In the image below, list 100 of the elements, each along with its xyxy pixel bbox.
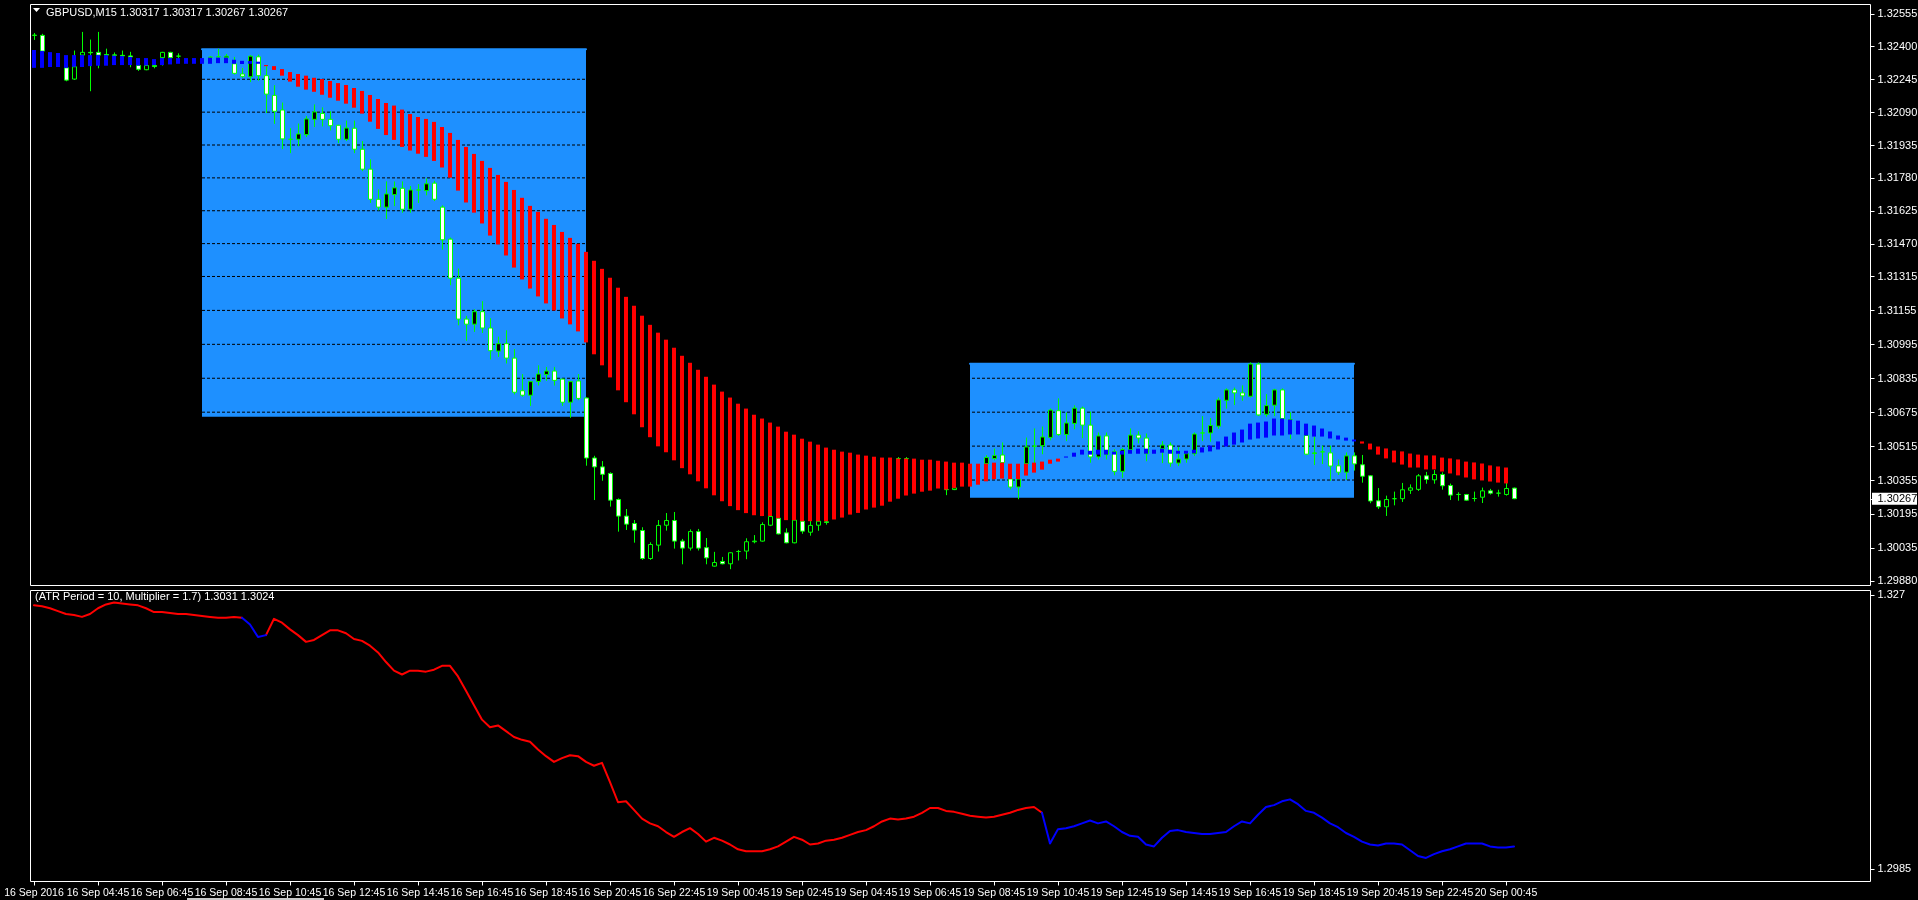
candlestick — [576, 374, 581, 401]
x-tick-label: 19 Sep 16:45 — [1218, 885, 1282, 898]
bar — [1256, 422, 1260, 439]
candlestick — [360, 141, 365, 172]
bar — [1120, 450, 1124, 455]
candlestick — [1112, 449, 1117, 476]
bar — [1176, 450, 1180, 454]
x-tick-label: 16 Sep 14:45 — [386, 885, 450, 898]
candlestick — [704, 538, 709, 565]
candlestick — [1376, 488, 1381, 509]
bar — [736, 403, 740, 511]
bar — [144, 58, 148, 66]
bar — [1496, 466, 1500, 483]
candlestick — [528, 381, 533, 406]
bar — [1464, 461, 1468, 478]
bar — [48, 52, 52, 67]
bar — [1328, 431, 1332, 439]
bar — [512, 189, 516, 268]
bar — [544, 218, 548, 304]
x-tick-label: 16 Sep 2016 — [4, 885, 64, 898]
candlestick — [1384, 495, 1389, 516]
bar — [1280, 418, 1284, 436]
bar — [328, 80, 332, 98]
bar — [600, 268, 604, 366]
candlestick — [560, 378, 565, 406]
bar — [320, 79, 324, 95]
chart-title: (ATR Period = 10, Multiplier = 1.7) 1.3031 1.3024 — [35, 590, 275, 602]
bar — [944, 461, 948, 490]
x-tick-label: 19 Sep 12:45 — [1090, 885, 1154, 898]
bar — [960, 462, 964, 487]
candlestick — [480, 301, 485, 333]
bar — [1184, 450, 1188, 454]
y-tick-label: 1.31155 — [1877, 303, 1917, 316]
x-tick-label: 16 Sep 04:45 — [66, 885, 130, 898]
bar — [680, 355, 684, 469]
y-tick-label: 1.327 — [1877, 588, 1906, 601]
candlestick — [520, 374, 525, 397]
candlestick — [352, 120, 357, 154]
x-tick-label: 20 Sep 00:45 — [1474, 885, 1538, 898]
bar — [1048, 459, 1052, 464]
bar — [1384, 448, 1388, 459]
bar — [392, 105, 396, 140]
y-tick-label: 1.32245 — [1877, 72, 1918, 85]
x-tick-label: 19 Sep 22:45 — [1410, 885, 1474, 898]
bar — [1288, 419, 1292, 435]
candlestick — [464, 315, 469, 341]
bar — [1112, 451, 1116, 455]
bar — [224, 57, 228, 64]
bar — [856, 454, 860, 513]
y-tick-label: 1.29880 — [1877, 574, 1918, 587]
y-tick-label: 1.31470 — [1877, 237, 1918, 250]
bar — [472, 153, 476, 213]
bar — [368, 94, 372, 122]
y-tick-label: 1.31315 — [1877, 269, 1918, 282]
bar — [56, 52, 60, 67]
bar — [1336, 435, 1340, 440]
bar — [728, 397, 732, 507]
bar — [1312, 425, 1316, 437]
bar — [560, 231, 564, 319]
bar — [504, 181, 508, 256]
bar — [256, 61, 260, 64]
bar — [1088, 450, 1092, 455]
candlestick — [272, 85, 277, 124]
bar — [576, 243, 580, 332]
bar — [360, 90, 364, 114]
x-tick-label: 19 Sep 18:45 — [1282, 885, 1346, 898]
bar — [464, 146, 468, 203]
candlestick — [592, 455, 597, 501]
bar — [672, 347, 676, 461]
bar — [1104, 449, 1108, 455]
candlestick — [1208, 418, 1213, 442]
bar — [1368, 443, 1372, 450]
bar — [1216, 441, 1220, 450]
bar — [176, 58, 180, 64]
x-tick-label: 19 Sep 00:45 — [706, 885, 770, 898]
bar — [1344, 437, 1348, 441]
bar — [648, 324, 652, 438]
bar — [776, 426, 780, 519]
bar — [32, 50, 36, 68]
candlestick — [1400, 482, 1405, 502]
y-tick-label: 1.31935 — [1877, 138, 1918, 151]
bar — [1296, 420, 1300, 435]
bar — [432, 121, 436, 161]
x-tick-label: 19 Sep 10:45 — [1026, 885, 1090, 898]
bar — [784, 431, 788, 521]
candlestick — [504, 330, 509, 364]
bar — [208, 57, 212, 64]
bar — [792, 434, 796, 521]
bar — [592, 260, 596, 355]
bar — [352, 87, 356, 108]
bar — [1488, 465, 1492, 482]
bar — [888, 457, 892, 502]
bar — [112, 55, 116, 66]
bar — [440, 126, 444, 168]
bar — [304, 75, 308, 90]
bar — [880, 457, 884, 506]
x-tick-label: 19 Sep 14:45 — [1154, 885, 1218, 898]
bar — [904, 458, 908, 496]
bar — [720, 391, 724, 502]
x-tick-label: 16 Sep 22:45 — [642, 885, 706, 898]
